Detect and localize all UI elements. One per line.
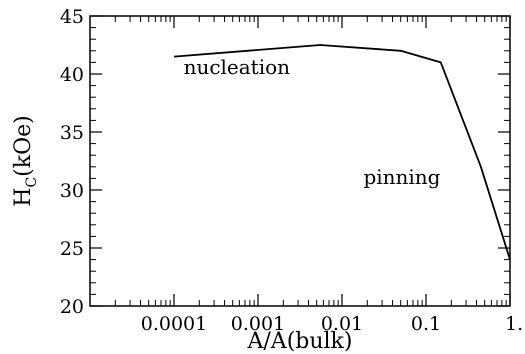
y-tick-label: 25 [60,238,84,260]
y-axis-ticks: 20 25 30 35 40 45 [60,6,510,318]
series-line [173,44,511,260]
x-tick-label: 0.01 [321,313,363,335]
annotations-group: nucleation pinning [184,55,441,189]
annotation-label: pinning [363,165,440,189]
plot-frame [89,15,511,307]
y-tick-label: 40 [60,64,84,86]
x-tick-label: 0.001 [231,313,285,335]
y-tick-label: 45 [60,6,84,28]
x-tick-label: 0.1 [411,313,441,335]
x-tick-label: 0.0001 [141,313,207,335]
series-group [173,44,511,260]
y-axis-label-sub: C [24,177,40,188]
y-axis-label: HC(kOe) [11,115,40,206]
annotation-label: nucleation [184,55,291,79]
y-tick-label: 35 [60,122,84,144]
x-axis-label: A/A(bulk) [247,329,353,354]
y-axis-label-rest: (kOe) [11,115,36,177]
y-tick-label: 30 [60,180,84,202]
y-tick-label: 20 [60,296,84,318]
x-tick-label: 1. [505,313,523,335]
y-axis-label-main: H [11,188,36,207]
x-axis-ticks: 0.0001 0.001 0.01 0.1 1. [114,16,523,335]
